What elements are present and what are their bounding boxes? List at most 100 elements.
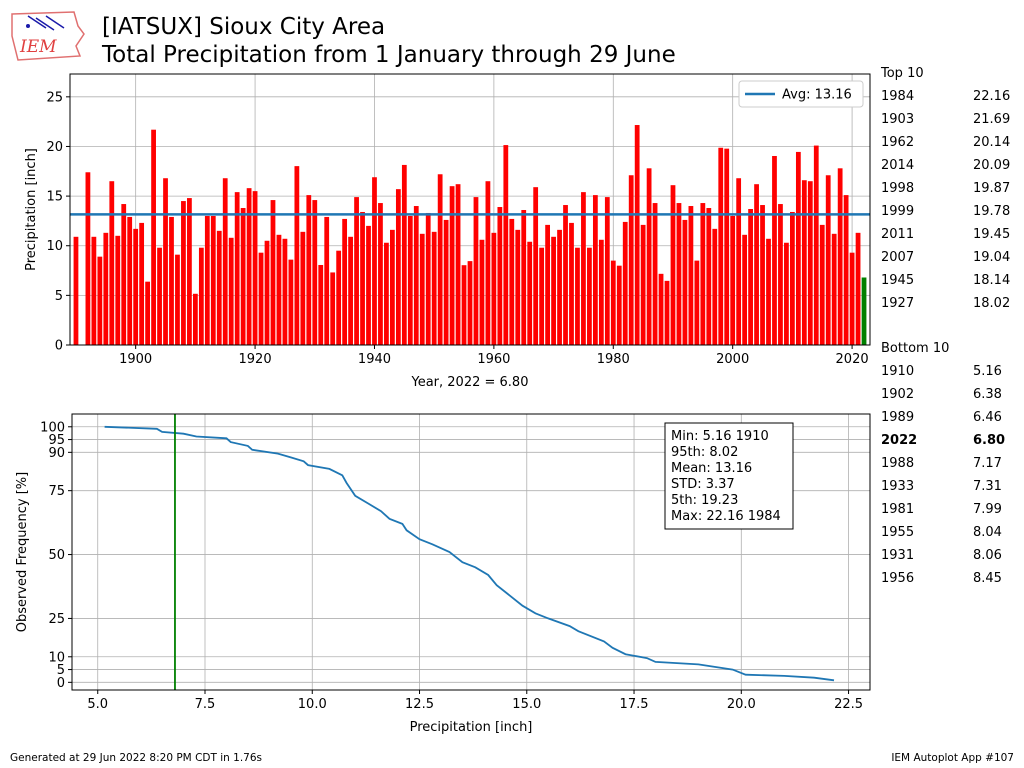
bar [258,252,264,345]
x-tick-label: 2000 [716,352,749,367]
bar [354,197,359,345]
bar [121,204,127,345]
rank-year: 1999 [881,204,915,219]
rank-year: 1933 [881,479,915,494]
bar [807,181,813,345]
y-tick-label: 25 [46,90,63,105]
bar [234,192,240,345]
bar [557,229,562,345]
x-axis-label: Year, 2022 = 6.80 [411,375,529,390]
bar [216,230,222,345]
bar [264,240,270,345]
bar [360,211,365,345]
bar [604,197,610,345]
bar [664,280,670,345]
rank-value: 19.04 [973,250,1011,265]
bar [712,228,718,345]
stats-line: 95th: 8.02 [671,445,738,460]
x-tick-label: 1900 [119,352,152,367]
bar [682,219,688,345]
bar [73,236,79,345]
bar [419,233,425,345]
bar [192,293,198,345]
rank-value: 7.17 [973,456,1002,471]
bar [431,231,437,345]
bar [503,145,509,345]
bar [342,218,348,345]
bar [300,231,306,345]
bar [748,209,753,345]
bar [336,250,342,345]
bar [676,203,682,345]
bar [861,277,867,345]
top10-heading: Top 10 [881,66,924,81]
y-tick-label: 100 [40,420,65,435]
x-tick-label: 5.0 [87,697,108,712]
rank-value: 20.09 [973,158,1011,173]
bar [407,215,413,345]
bar [575,247,580,345]
bar [270,200,276,345]
bar [784,242,789,345]
rank-value: 8.06 [973,548,1002,563]
bar [198,247,204,345]
bar [509,218,515,345]
x-tick-label: 1960 [477,352,510,367]
bar [819,224,825,345]
bar [145,281,150,345]
bar [455,184,461,345]
bar [97,256,103,345]
bar [282,238,288,345]
bar [163,178,168,345]
y-tick-label: 15 [46,190,63,205]
bar [151,129,156,345]
bar [694,260,700,345]
rank-year: 2011 [881,227,915,242]
x-tick-label: 20.0 [727,697,756,712]
bar [515,229,521,345]
rank-value: 22.16 [973,89,1011,104]
bar [742,234,748,345]
rank-value: 8.04 [973,525,1002,540]
bar [378,203,383,345]
bar [724,148,730,345]
bar [324,216,330,345]
bar [395,189,401,345]
bar [276,234,282,345]
bar [772,155,777,345]
bar [175,254,180,345]
bar [527,241,533,345]
bar [592,195,598,345]
y-tick-label: 5 [57,663,65,678]
y-tick-label: 10 [48,650,65,665]
bar [646,168,652,345]
bar [312,200,318,345]
bar [778,204,783,345]
bar [187,198,192,345]
footer-app: IEM Autoplot App #107 [891,752,1014,764]
footer-generated: Generated at 29 Jun 2022 8:20 PM CDT in … [10,752,263,764]
bottom10-heading: Bottom 10 [881,341,950,356]
rank-value: 7.99 [973,502,1002,517]
bar [127,216,133,345]
rank-year: 1998 [881,181,915,196]
bar [831,233,837,345]
rank-value: 6.38 [973,387,1002,402]
bar [760,205,765,345]
rank-year: 1988 [881,456,915,471]
bar [706,208,712,345]
bar [622,221,628,345]
bar [115,235,121,345]
y-tick-label: 95 [48,433,65,448]
bar [700,203,706,345]
rank-year: 1984 [881,89,915,104]
bar [634,125,640,346]
title-line-1: [IATSUX] Sioux City Area [102,14,386,40]
y-axis-label: Observed Frequency [%] [15,472,30,632]
rank-year: 1931 [881,548,915,563]
bar [449,186,455,345]
bar [318,264,324,345]
bar [813,145,819,345]
x-tick-label: 7.5 [195,697,216,712]
